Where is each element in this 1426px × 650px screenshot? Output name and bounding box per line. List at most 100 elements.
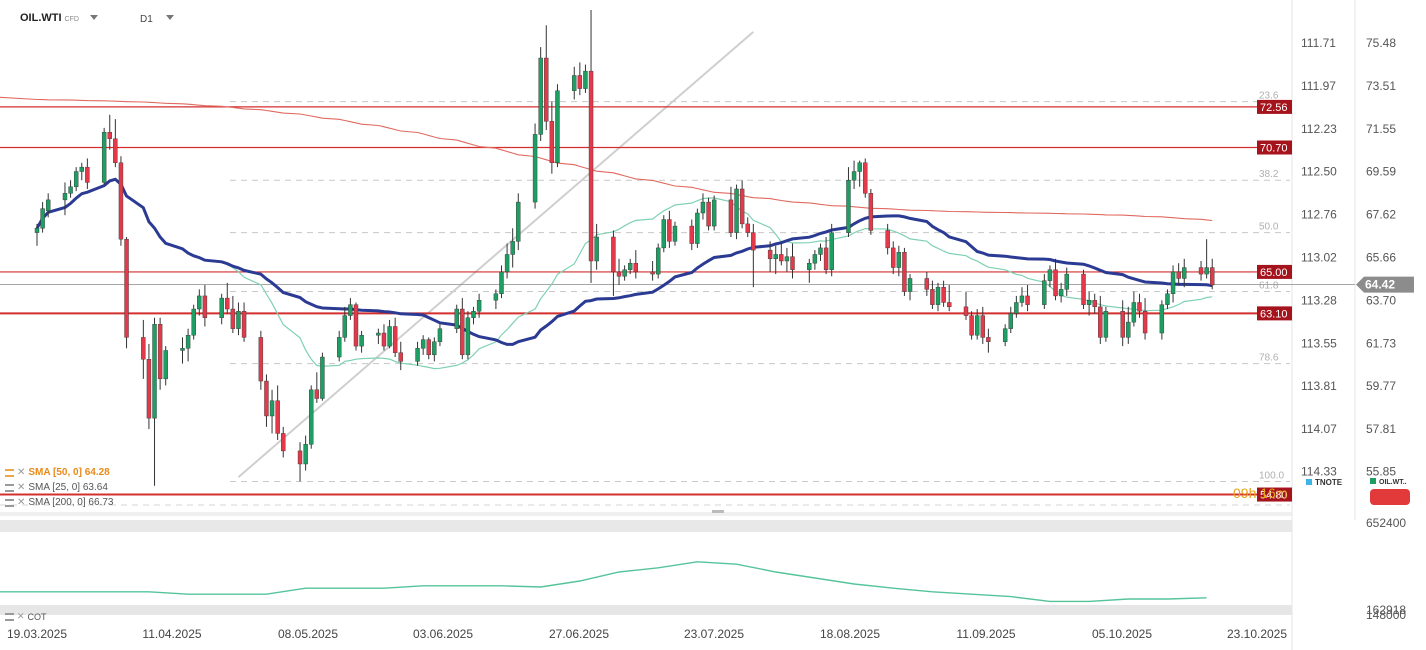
right-axis-tick: 67.62	[1366, 208, 1396, 222]
legend-sma25[interactable]: ✕ SMA [25, 0] 63.64	[5, 480, 113, 495]
candle-body	[1014, 302, 1019, 314]
legend-sma50[interactable]: ✕ SMA [50, 0] 64.28	[5, 465, 113, 480]
candle-body	[191, 308, 196, 336]
price-level-tag	[1257, 99, 1292, 114]
candle-body	[230, 308, 236, 329]
candle-body	[532, 134, 538, 203]
price-level-label: 70.70	[1260, 143, 1288, 155]
current-price-label: 64.42	[1365, 278, 1395, 292]
sell-button[interactable]	[1370, 489, 1410, 505]
candle-body	[1120, 311, 1125, 338]
sma200-label: SMA [200, 0] 66.73	[28, 497, 114, 508]
sma25-label: SMA [25, 0] 63.64	[28, 482, 108, 493]
pane-resize-handle	[712, 510, 724, 513]
candle-body	[309, 389, 314, 445]
candle-body	[941, 286, 946, 303]
candle-body	[555, 90, 560, 163]
symbol-selector[interactable]: OIL.WTI CFD	[20, 12, 79, 24]
candle-body	[812, 254, 818, 264]
chevron-down-icon[interactable]	[90, 15, 98, 20]
candle-body	[622, 269, 627, 277]
candle-body	[1019, 295, 1025, 303]
candle-body	[711, 199, 717, 227]
candle-body	[807, 262, 812, 270]
candle-body	[504, 254, 510, 273]
tnote-swatch	[1306, 479, 1312, 485]
candle-body	[902, 252, 907, 292]
indicator-settings-icon[interactable]	[5, 468, 14, 477]
candle-body	[773, 254, 778, 260]
candle-body	[118, 162, 124, 240]
candle-body	[896, 252, 902, 268]
candle-body	[202, 295, 208, 318]
candle-body	[818, 247, 823, 255]
legend-sma200[interactable]: ✕ SMA [200, 0] 66.73	[5, 495, 113, 510]
candle-body	[303, 444, 308, 465]
symbol-label: OIL.WTI	[20, 12, 62, 24]
left-axis-tick: 113.28	[1301, 293, 1337, 307]
price-level-label: 72.56	[1260, 102, 1288, 114]
close-icon[interactable]: ✕	[17, 467, 26, 478]
candle-body	[655, 247, 661, 275]
legend-tnote[interactable]: TNOTE	[1306, 478, 1342, 487]
price-level-label: 63.10	[1260, 308, 1288, 320]
candle-body	[113, 138, 118, 163]
candle-body	[924, 278, 930, 290]
candle-body	[784, 256, 790, 262]
instrument-type-label: CFD	[64, 16, 79, 23]
candle-body	[426, 339, 431, 356]
indicator-settings-icon[interactable]	[5, 498, 14, 507]
candle-body	[863, 162, 868, 194]
candle-body	[101, 132, 107, 183]
oil-swatch	[1370, 478, 1376, 484]
candle-body	[258, 337, 264, 382]
legend-cot[interactable]: ✕ COT	[5, 611, 47, 622]
candle-body	[124, 238, 129, 338]
chevron-down-icon[interactable]	[166, 15, 174, 20]
candle-body	[476, 300, 482, 312]
candle-body	[320, 356, 325, 399]
candle-body	[672, 225, 678, 242]
candle-body	[141, 337, 146, 360]
candle-body	[935, 286, 941, 305]
right-axis-tick: 61.73	[1366, 336, 1396, 350]
close-icon[interactable]: ✕	[17, 611, 25, 621]
sma50-label: SMA [50, 0] 64.28	[28, 467, 110, 478]
candle-body	[34, 228, 40, 233]
close-icon[interactable]: ✕	[17, 497, 26, 508]
left-axis-tick: 111.71	[1301, 36, 1336, 50]
candle-body	[420, 339, 426, 349]
candle-body	[241, 311, 247, 338]
candle-body	[1058, 289, 1064, 297]
candle-body	[269, 400, 275, 417]
candle-body	[969, 315, 974, 336]
price-level-label: 65.00	[1260, 267, 1288, 279]
legend-oil[interactable]: OIL.WT..	[1370, 478, 1407, 486]
candle-body	[510, 241, 515, 255]
candle-body	[40, 208, 45, 229]
indicator-settings-icon[interactable]	[5, 483, 14, 492]
indicator-settings-icon[interactable]	[5, 612, 14, 621]
candle-body	[1165, 293, 1170, 305]
candle-body	[1086, 300, 1092, 305]
chart-header: OIL.WTI CFD D1	[0, 0, 300, 30]
candle-body	[1092, 300, 1097, 308]
candle-body	[857, 162, 862, 172]
candle-body	[185, 335, 191, 349]
price-level-tag	[1257, 306, 1292, 321]
close-icon[interactable]: ✕	[17, 482, 26, 493]
candle-body	[281, 433, 286, 452]
candle-body	[73, 171, 79, 187]
candle-body	[594, 236, 599, 262]
fibonacci-label: 61.8	[1259, 281, 1279, 292]
candle-body	[1042, 280, 1047, 305]
candle-countdown: 09h 16m	[1233, 485, 1288, 501]
left-axis-tick: 111.97	[1301, 79, 1336, 93]
candle-body	[633, 262, 639, 273]
left-axis-tick: 112.76	[1301, 208, 1337, 222]
candle-body	[516, 201, 521, 242]
timeframe-selector[interactable]: D1	[140, 14, 153, 25]
candle-body	[398, 352, 403, 362]
cot-axis-tick: 162918	[1366, 603, 1406, 617]
